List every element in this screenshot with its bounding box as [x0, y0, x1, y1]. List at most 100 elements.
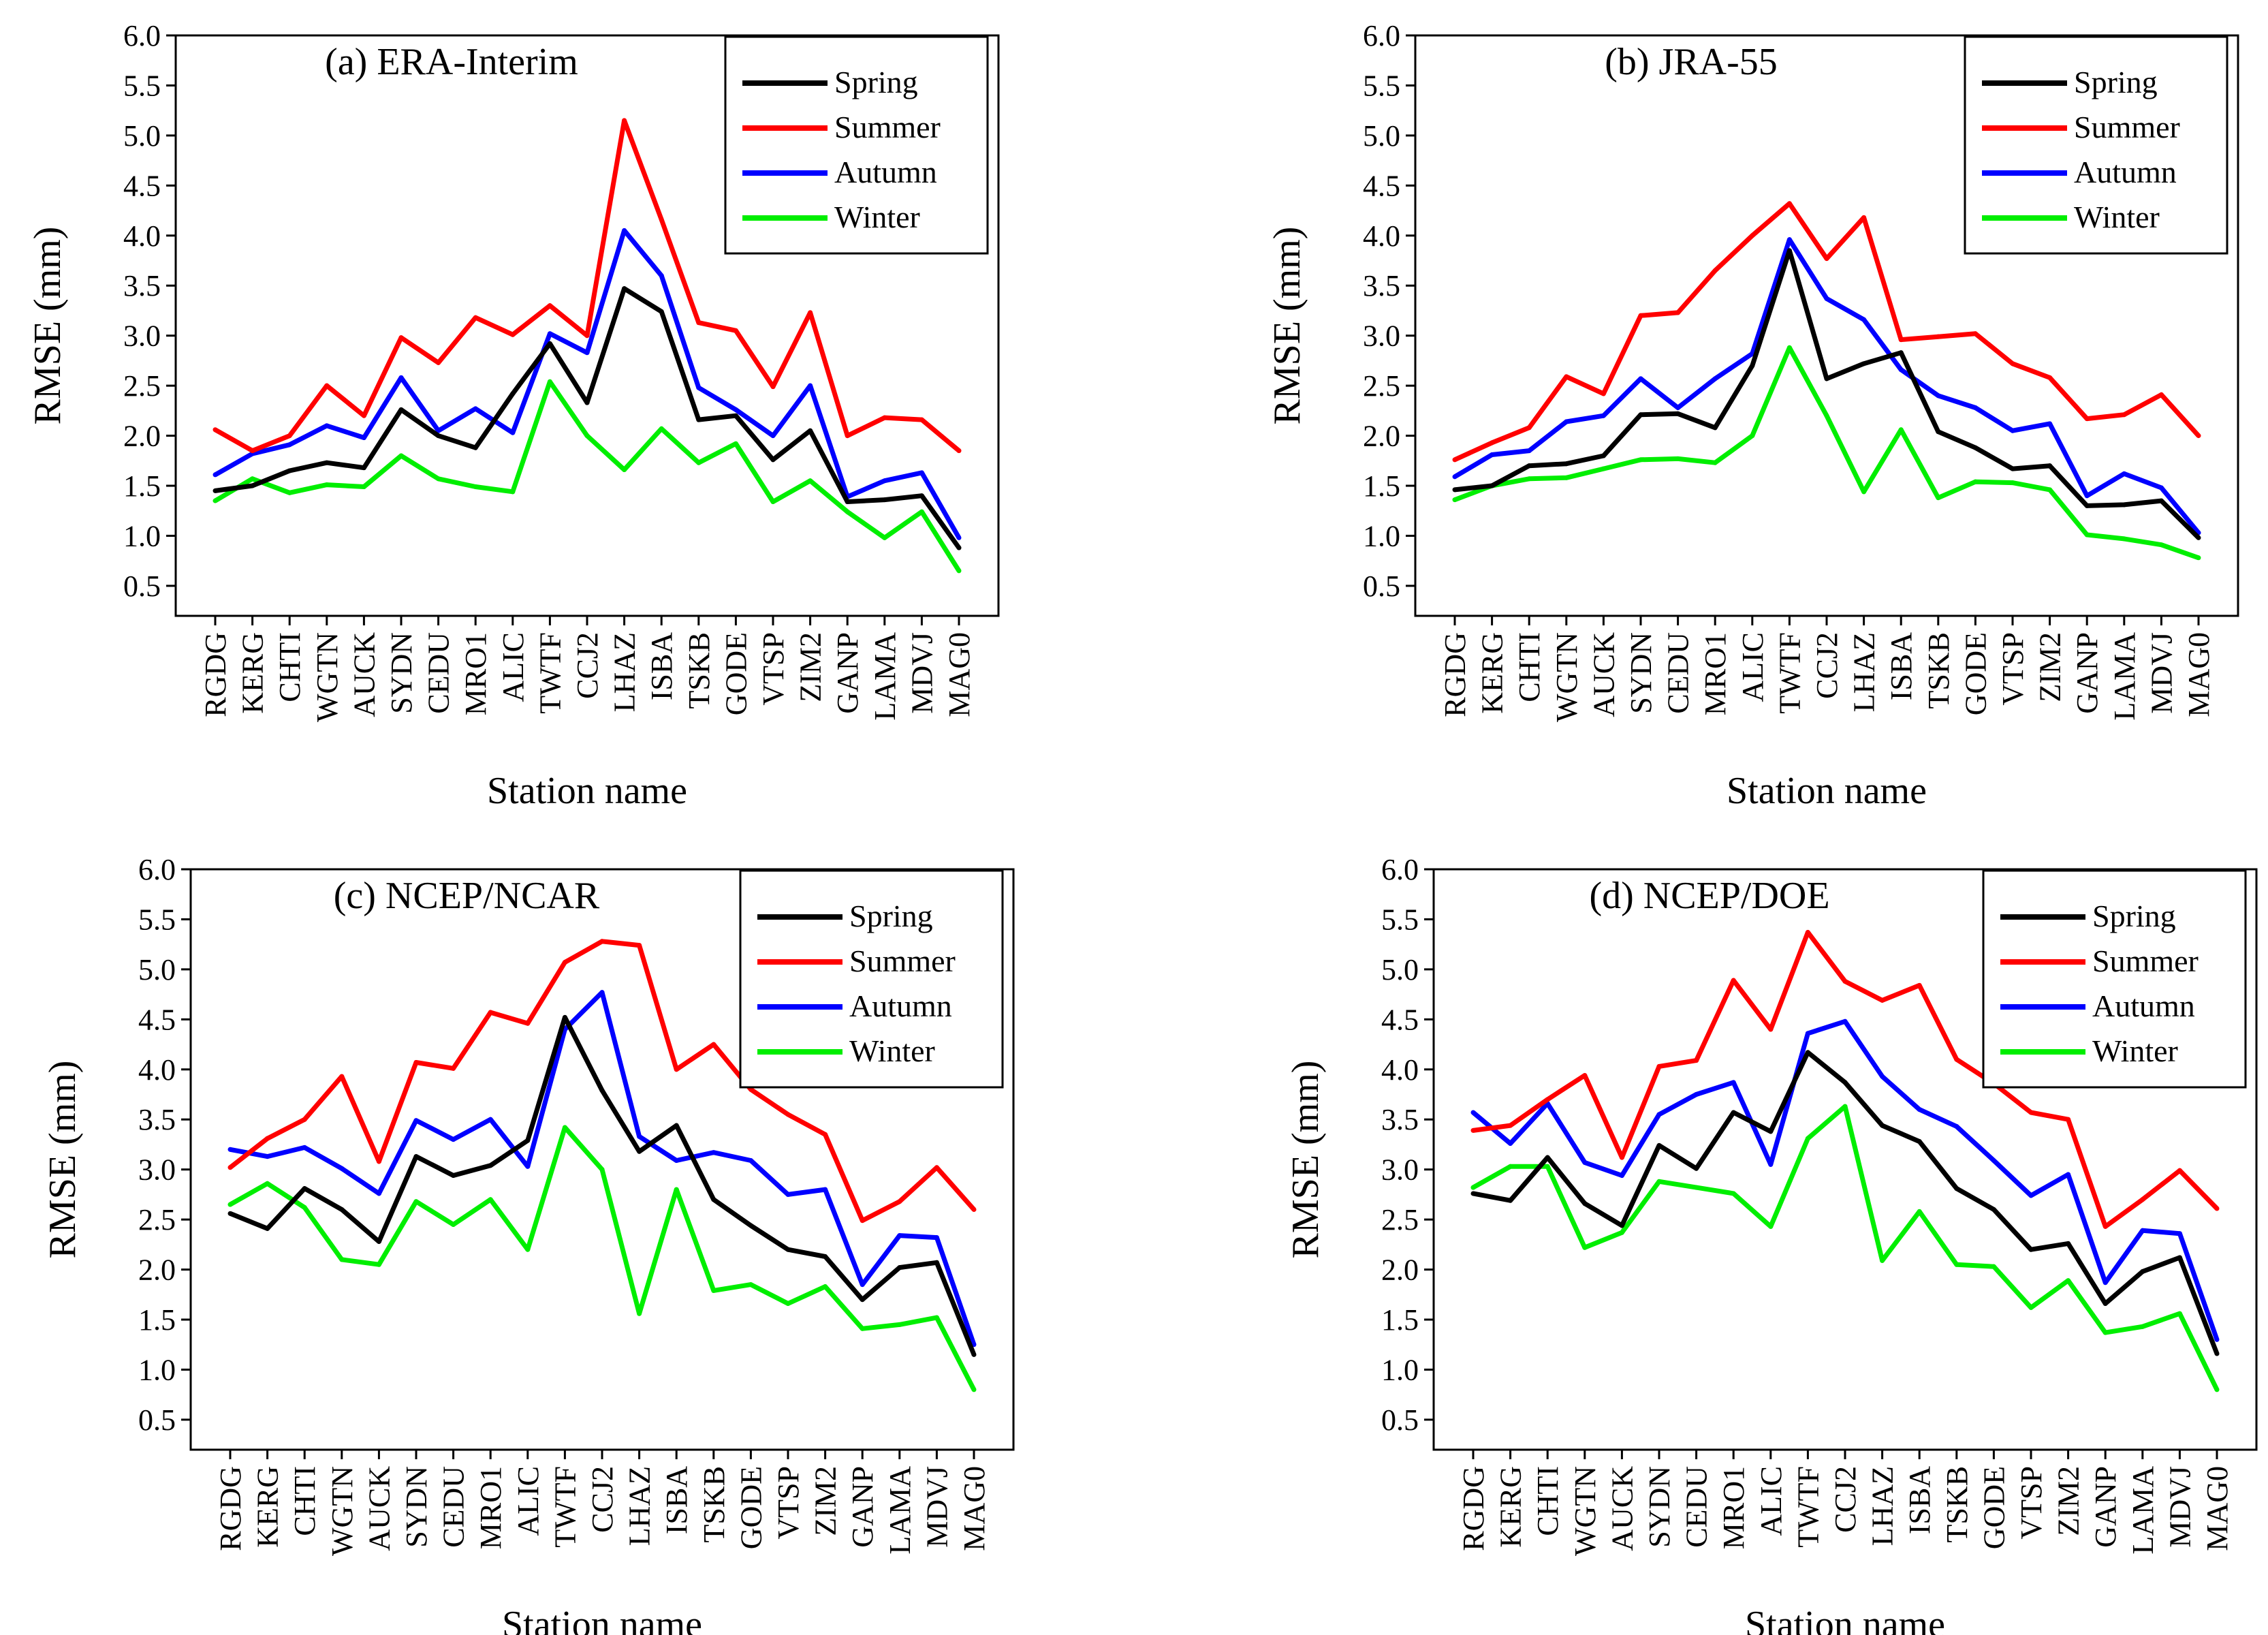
data-point-winter [956, 568, 962, 574]
y-tick-label: 6.0 [1381, 853, 1419, 886]
y-tick-label: 4.0 [1363, 219, 1400, 253]
x-tick-label: MDVJ [905, 632, 939, 714]
x-tick-label: TWTF [548, 1466, 582, 1548]
data-point-autumn [659, 273, 664, 279]
data-point-summer [770, 384, 776, 390]
x-tick-label: SYDN [1624, 632, 1658, 714]
panel-title: (a) ERA-Interim [325, 41, 578, 83]
x-tick-label: WGTN [1569, 1466, 1602, 1556]
data-point-summer [1750, 233, 1755, 238]
data-point-spring [1526, 463, 1532, 469]
data-point-spring [265, 1226, 270, 1231]
data-point-spring [376, 1239, 381, 1244]
data-point-autumn [2010, 428, 2015, 433]
data-point-autumn [473, 406, 478, 411]
legend-label-spring: Spring [2074, 65, 2158, 99]
y-tick-label: 0.5 [138, 1403, 176, 1437]
data-point-winter [971, 1387, 977, 1392]
data-point-summer [2196, 433, 2201, 439]
data-point-summer [2214, 1206, 2220, 1211]
y-tick-label: 3.0 [123, 320, 161, 353]
data-point-spring [398, 407, 404, 412]
x-tick-label: CHTI [1513, 632, 1546, 702]
y-tick-label: 1.5 [123, 469, 161, 503]
data-point-summer [2084, 416, 2090, 422]
data-point-autumn [451, 1137, 456, 1142]
x-tick-label: TWTF [533, 632, 567, 714]
data-point-summer [227, 1165, 233, 1170]
data-point-spring [2177, 1255, 2182, 1260]
data-point-winter [265, 1181, 270, 1186]
data-point-summer [1898, 337, 1904, 343]
data-point-spring [510, 391, 516, 396]
y-tick-label: 4.5 [123, 169, 161, 202]
data-point-summer [1805, 930, 1810, 935]
data-point-summer [956, 448, 962, 454]
x-tick-label: WGTN [1550, 632, 1584, 722]
data-point-summer [1880, 997, 1885, 1003]
y-axis-title: RMSE (mm) [27, 227, 69, 425]
x-tick-label: ZIM2 [2052, 1466, 2085, 1536]
x-tick-label: LAMA [2108, 632, 2141, 721]
data-point-autumn [1861, 317, 1867, 322]
x-tick-label: GODE [1959, 632, 1992, 715]
data-point-autumn [1731, 1080, 1736, 1085]
data-point-summer [1786, 201, 1792, 206]
data-point-autumn [2066, 1172, 2071, 1177]
legend: Spring Summer Autumn Winter [724, 35, 989, 255]
y-tick-label: 4.5 [138, 1003, 176, 1036]
data-point-autumn [1638, 376, 1643, 382]
data-point-spring [1972, 445, 1978, 450]
x-tick-label: ALIC [497, 632, 530, 702]
data-point-winter [510, 489, 516, 495]
x-tick-label: GODE [719, 632, 753, 715]
x-tick-label: AUCK [1605, 1466, 1639, 1551]
data-point-spring [1656, 1142, 1662, 1148]
data-point-autumn [1936, 393, 1941, 399]
data-point-winter [599, 1167, 605, 1172]
data-point-winter [1954, 1262, 1959, 1267]
y-tick-label: 3.0 [138, 1153, 176, 1187]
legend-label-spring: Spring [849, 899, 933, 933]
y-tick-label: 3.5 [1381, 1103, 1419, 1136]
chart-panel-0: 0.5 1.0 1.5 2.0 2.5 3.0 3.5 4.0 4.5 5.0 5.5 6.0 RGDG… [27, 19, 1000, 812]
data-point-summer [562, 960, 567, 965]
data-point-spring [1470, 1191, 1476, 1196]
data-point-summer [1917, 982, 1922, 988]
data-point-spring [637, 1149, 642, 1154]
data-point-winter [2140, 1324, 2145, 1329]
data-point-summer [711, 1042, 716, 1047]
x-tick-label: ISBA [660, 1466, 693, 1534]
data-point-winter [227, 1202, 233, 1207]
data-point-spring [227, 1211, 233, 1216]
data-point-summer [2028, 1110, 2034, 1115]
data-point-summer [376, 1159, 381, 1164]
x-tick-label: SYDN [385, 632, 418, 714]
data-point-winter [659, 426, 664, 431]
data-point-winter [696, 460, 702, 465]
x-tick-label: ISBA [1903, 1466, 1936, 1534]
legend-label-summer: Summer [2092, 944, 2199, 978]
data-point-summer [1712, 268, 1718, 273]
data-point-summer [287, 433, 292, 439]
data-point-spring [1768, 1129, 1774, 1134]
data-point-autumn [674, 1157, 679, 1163]
y-tick-label: 2.0 [1363, 420, 1400, 453]
data-point-winter [919, 509, 924, 514]
y-tick-label: 5.5 [1381, 903, 1419, 936]
data-point-winter [1675, 456, 1681, 461]
x-tick-label: AUCK [1587, 632, 1620, 717]
data-point-autumn [748, 1157, 753, 1163]
data-point-autumn [1786, 237, 1792, 243]
legend-label-autumn: Autumn [834, 155, 937, 189]
data-point-summer [637, 943, 642, 948]
legend-label-summer: Summer [834, 110, 941, 144]
x-tick-label: VTSP [1996, 632, 2030, 706]
data-point-summer [1656, 1063, 1662, 1069]
y-tick-label: 5.0 [123, 119, 161, 153]
data-point-winter [473, 484, 478, 490]
data-point-spring [711, 1197, 716, 1202]
x-tick-label: ALIC [511, 1466, 545, 1536]
data-point-summer [1972, 331, 1978, 337]
